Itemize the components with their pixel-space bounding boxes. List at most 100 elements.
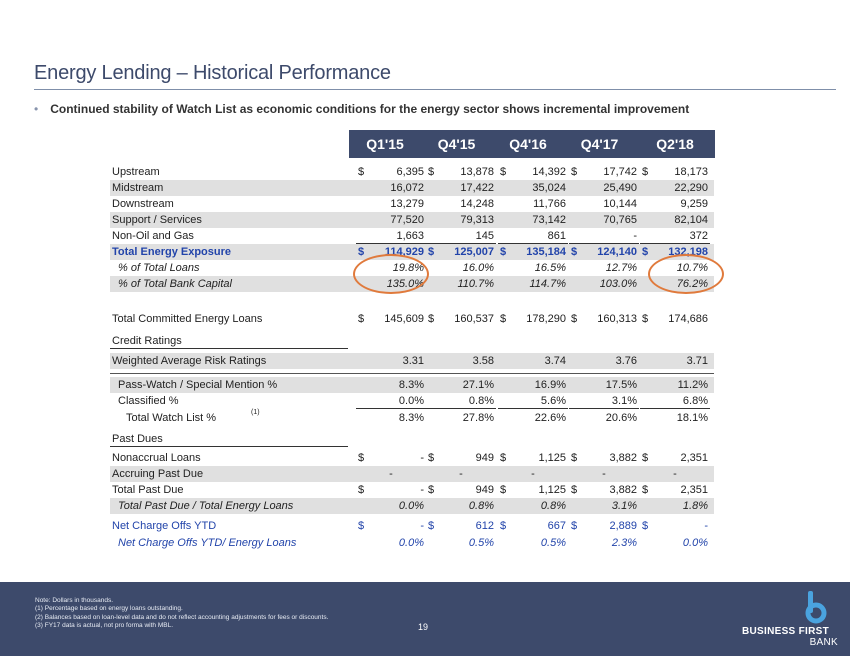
table-cell: 3.74 bbox=[498, 353, 568, 369]
table-cell: 6.8% bbox=[640, 393, 710, 409]
footnote: (1) Percentage based on energy loans out… bbox=[35, 605, 183, 613]
column-header-q2-18: Q2'18 bbox=[635, 130, 715, 158]
table-cell: 5.6% bbox=[498, 393, 568, 409]
row-label: Accruing Past Due bbox=[112, 468, 204, 480]
table-cell: $ - bbox=[356, 518, 426, 534]
row-label: Pass-Watch / Special Mention % bbox=[118, 379, 278, 391]
table-row: Total Committed Energy Loans $145,609 $160… bbox=[110, 311, 714, 327]
table-cell: 0.0% bbox=[356, 498, 426, 514]
cell-value: 3.1% bbox=[611, 500, 637, 512]
cell-value: 22.6% bbox=[534, 412, 566, 424]
currency-symbol: $ bbox=[571, 246, 578, 258]
row-label: % of Total Bank Capital bbox=[118, 278, 232, 290]
column-header-q4-15: Q4'15 bbox=[421, 130, 492, 158]
cell-value: 2.3% bbox=[611, 537, 637, 549]
table-cell: 70,765 bbox=[569, 212, 639, 228]
row-label: Net Charge Offs YTD/ Energy Loans bbox=[118, 537, 297, 549]
cell-value: 16,072 bbox=[390, 182, 424, 194]
row-label: Total Past Due bbox=[112, 484, 184, 496]
table-cell: 82,104 bbox=[640, 212, 710, 228]
currency-symbol: $ bbox=[642, 313, 649, 325]
cell-value: 3.74 bbox=[544, 355, 566, 367]
table-cell: $ - bbox=[640, 518, 710, 534]
currency-symbol: $ bbox=[642, 166, 649, 178]
cell-value: - bbox=[420, 484, 424, 496]
currency-symbol: $ bbox=[500, 246, 507, 258]
currency-symbol: $ bbox=[428, 246, 435, 258]
row-label: Nonaccrual Loans bbox=[112, 452, 201, 464]
cell-value: 35,024 bbox=[532, 182, 566, 194]
table-cell: 10,144 bbox=[569, 196, 639, 212]
column-header-q1-15: Q1'15 bbox=[349, 130, 421, 158]
table-cell: 13,279 bbox=[356, 196, 426, 212]
table-cell: $667 bbox=[498, 518, 568, 534]
row-label: % of Total Loans bbox=[118, 262, 200, 274]
cell-value: 11.2% bbox=[677, 379, 708, 391]
cell-value: 0.0% bbox=[682, 537, 708, 549]
table-row: Upstream $6,395 $13,878 $14,392 $17,742 $18,1… bbox=[110, 164, 714, 180]
table-cell: 3.76 bbox=[569, 353, 639, 369]
cell-value: 135,184 bbox=[526, 246, 566, 258]
row-label: Classified % bbox=[118, 395, 179, 407]
cell-value: 73,142 bbox=[532, 214, 566, 226]
logo-bank: BANK bbox=[809, 637, 838, 648]
cell-value: 1,125 bbox=[538, 484, 566, 496]
cell-value: 16.9% bbox=[534, 379, 566, 391]
cell-value: 17.5% bbox=[605, 379, 637, 391]
cell-value: 11,766 bbox=[533, 198, 566, 210]
cell-value: 1,663 bbox=[396, 229, 424, 242]
table-cell: 0.5% bbox=[426, 535, 496, 551]
table-cell: 372 bbox=[640, 228, 710, 244]
bullet-text: Continued stability of Watch List as eco… bbox=[50, 102, 690, 116]
currency-symbol: $ bbox=[428, 484, 435, 496]
cell-value: 10,144 bbox=[603, 198, 637, 210]
currency-symbol: $ bbox=[571, 452, 578, 464]
cell-value: 22,290 bbox=[674, 182, 708, 194]
table-cell: 0.8% bbox=[498, 498, 568, 514]
row-label: Non-Oil and Gas bbox=[112, 230, 194, 242]
cell-value: 0.8% bbox=[468, 394, 494, 407]
row-label: Net Charge Offs YTD bbox=[112, 520, 217, 532]
table-cell: $ - bbox=[356, 450, 426, 466]
footnote: Note: Dollars in thousands. bbox=[35, 597, 114, 604]
table-cell: 22,290 bbox=[640, 180, 710, 196]
cell-value: 124,140 bbox=[597, 246, 637, 258]
footer-bar bbox=[0, 582, 850, 656]
cell-value: 13,878 bbox=[460, 166, 494, 178]
cell-value: 0.5% bbox=[468, 537, 494, 549]
table-cell: 9,259 bbox=[640, 196, 710, 212]
page-title: Energy Lending – Historical Performance bbox=[34, 62, 391, 84]
cell-value: 13,279 bbox=[390, 198, 424, 210]
table-cell: 0.8% bbox=[426, 393, 496, 409]
table-cell: $178,290 bbox=[498, 311, 568, 327]
currency-symbol: $ bbox=[642, 246, 649, 258]
table-cell: 3.71 bbox=[640, 353, 710, 369]
cell-value: 0.0% bbox=[398, 537, 424, 549]
table-cell: $949 bbox=[426, 482, 496, 498]
cell-value: 0.5% bbox=[540, 537, 566, 549]
table-cell: $ - bbox=[356, 482, 426, 498]
currency-symbol: $ bbox=[571, 166, 578, 178]
table-cell: $135,184 bbox=[498, 244, 568, 260]
currency-symbol: $ bbox=[500, 452, 507, 464]
table-cell: 1,663 bbox=[356, 228, 426, 244]
cell-value: 125,007 bbox=[454, 246, 494, 258]
cell-value: 0.0% bbox=[398, 394, 424, 407]
cell-value: 1,125 bbox=[538, 452, 566, 464]
table-cell: 27.8% bbox=[426, 410, 496, 426]
table-cell: 27.1% bbox=[426, 377, 496, 393]
bullet-point: • Continued stability of Watch List as ec… bbox=[34, 102, 689, 116]
cell-value: 12.7% bbox=[605, 262, 637, 274]
table-cell: 11.2% bbox=[640, 377, 710, 393]
cell-value: 3.76 bbox=[615, 355, 637, 367]
table-cell: 20.6% bbox=[569, 410, 639, 426]
table-cell: 8.3% bbox=[356, 377, 426, 393]
table-cell: 77,520 bbox=[356, 212, 426, 228]
cell-value: 77,520 bbox=[390, 214, 424, 226]
table-cell: $1,125 bbox=[498, 450, 568, 466]
table-cell: 3.1% bbox=[569, 393, 639, 409]
cell-value: 2,351 bbox=[680, 452, 708, 464]
cell-value: 3.1% bbox=[611, 394, 637, 407]
cell-value: 17,422 bbox=[460, 182, 494, 194]
table-cell: $3,882 bbox=[569, 450, 639, 466]
